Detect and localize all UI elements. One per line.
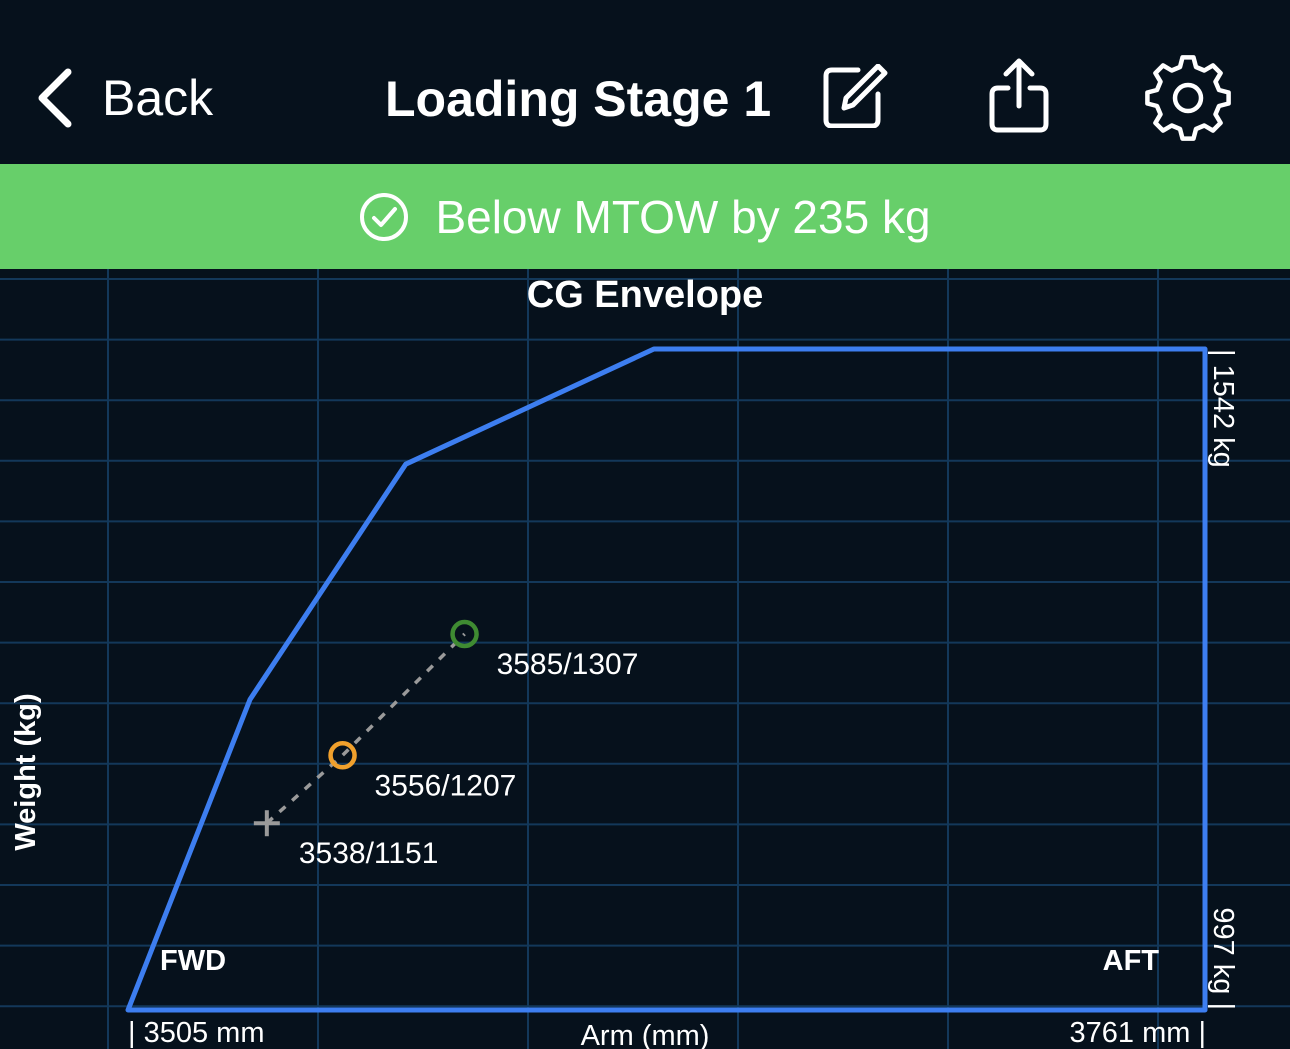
cg-point-marker-2 — [450, 619, 479, 649]
status-text: Below MTOW by 235 kg — [435, 190, 931, 243]
share-icon — [989, 58, 1049, 133]
cg-envelope-chart: CG Envelope 3538/1151 3556/1207 3585/1307 FW… — [0, 269, 1290, 1049]
x-axis-title: Arm (mm) — [581, 1020, 710, 1049]
chart-grid — [0, 269, 1290, 1049]
cg-point-marker-0 — [253, 810, 280, 837]
cg-point-marker-1 — [328, 741, 357, 770]
status-banner: Below MTOW by 235 kg — [0, 164, 1290, 269]
checkmark-circle-icon — [360, 192, 409, 241]
y-axis-max-label: | 1542 kg — [1207, 349, 1239, 468]
cg-point-label-2: 3585/1307 — [497, 648, 639, 681]
x-axis-max-label: 3761 mm | — [1070, 1017, 1206, 1049]
back-button[interactable]: Back — [36, 62, 213, 134]
share-button[interactable] — [988, 58, 1050, 134]
x-axis-min-label: | 3505 mm — [128, 1017, 264, 1049]
aft-label: AFT — [1103, 945, 1160, 977]
gear-icon — [1145, 55, 1231, 141]
back-label: Back — [102, 70, 214, 126]
cg-point-label-1: 3556/1207 — [375, 769, 517, 802]
chart-title: CG Envelope — [527, 274, 764, 316]
page-title: Loading Stage 1 — [385, 71, 772, 127]
edit-icon — [823, 64, 888, 128]
chevron-left-icon — [38, 68, 72, 128]
cg-envelope-outline — [125, 346, 1208, 1013]
edit-button[interactable] — [822, 64, 888, 128]
settings-button[interactable] — [1144, 54, 1232, 142]
navigation-bar: Back Loading Stage 1 — [0, 0, 1290, 164]
y-axis-title: Weight (kg) — [10, 693, 42, 850]
y-axis-min-label: 997 kg | — [1207, 907, 1239, 1010]
fwd-label: FWD — [160, 945, 226, 977]
chart-canvas: CG Envelope 3538/1151 3556/1207 3585/1307 FW… — [0, 269, 1290, 1049]
cg-point-label-0: 3538/1151 — [299, 837, 439, 870]
